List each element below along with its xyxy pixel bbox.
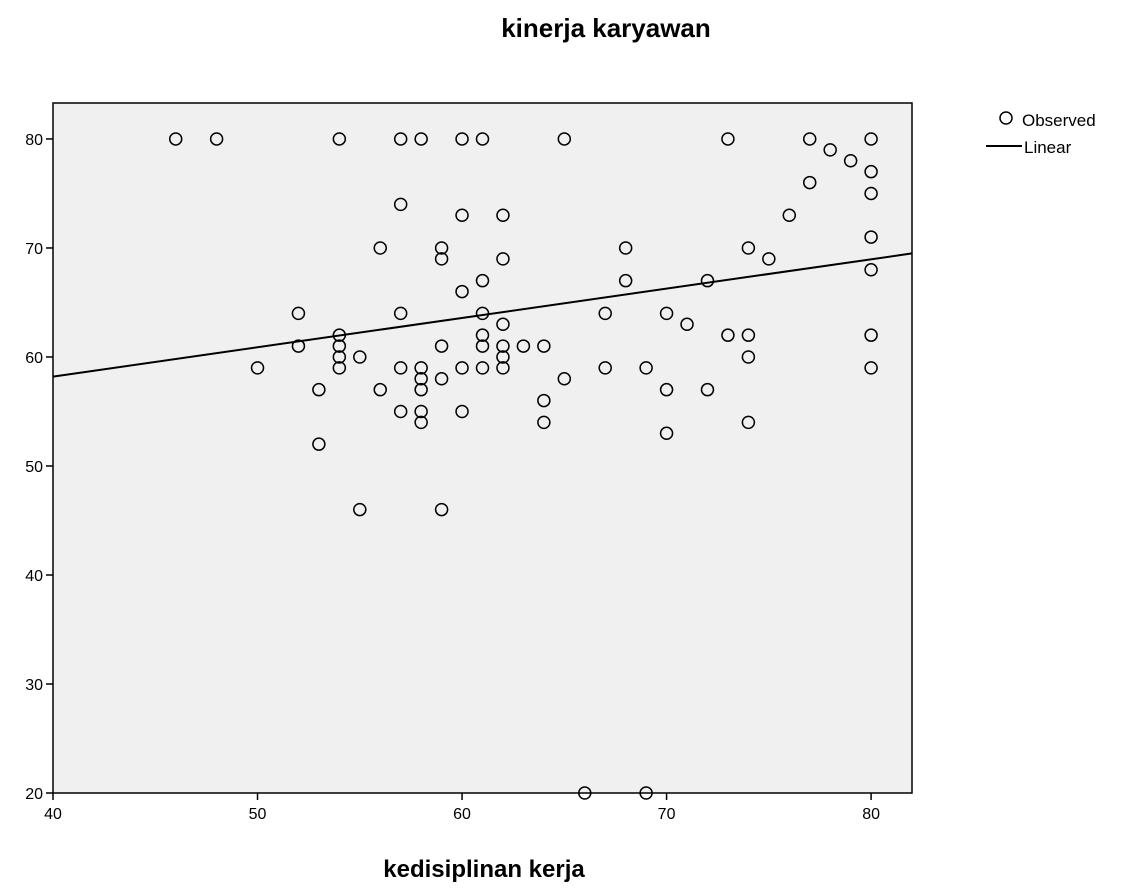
plot-area: [53, 103, 912, 793]
y-tick-label: 70: [25, 241, 43, 258]
x-axis-label: kedisiplinan kerja: [383, 856, 585, 883]
x-tick-label: 50: [249, 806, 267, 823]
legend: Observed Linear: [986, 111, 1096, 157]
legend-linear-label: Linear: [1024, 138, 1072, 157]
chart-title: kinerja karyawan: [501, 13, 711, 43]
x-tick-label: 80: [862, 806, 880, 823]
y-tick-label: 20: [25, 786, 43, 803]
x-tick-label: 40: [44, 806, 62, 823]
x-tick-label: 60: [453, 806, 471, 823]
legend-observed-marker: [1000, 112, 1012, 124]
x-axis: 40 50 60 70 80: [44, 793, 880, 823]
y-tick-label: 30: [25, 677, 43, 694]
legend-observed-label: Observed: [1022, 111, 1096, 130]
y-tick-label: 80: [25, 132, 43, 149]
y-tick-label: 60: [25, 350, 43, 367]
x-tick-label: 70: [658, 806, 676, 823]
y-axis: 20 30 40 50 60 70 80: [25, 132, 53, 803]
y-tick-label: 50: [25, 459, 43, 476]
y-tick-label: 40: [25, 568, 43, 585]
